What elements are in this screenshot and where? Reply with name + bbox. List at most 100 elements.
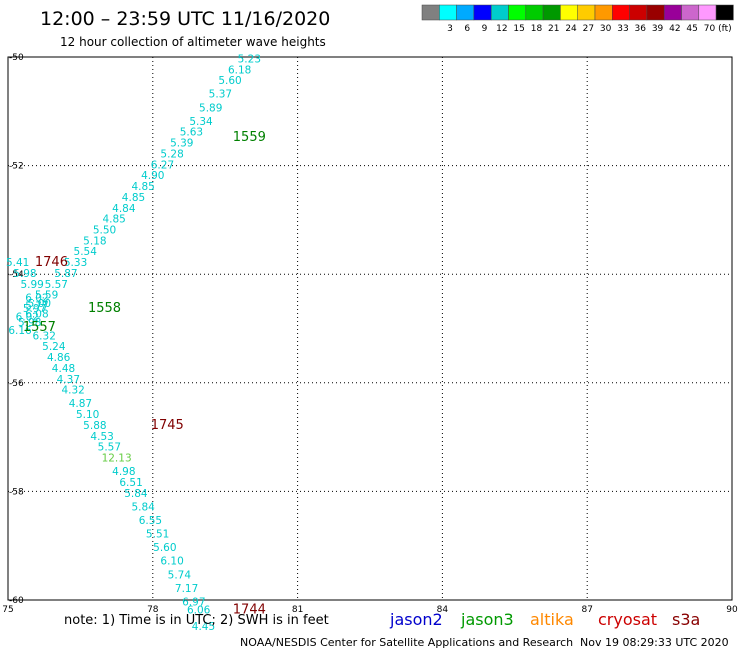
wave-height-label: 6.08 (25, 309, 48, 321)
colorbar-swatch (577, 4, 596, 21)
mission-label-cryosat: cryosat (598, 610, 657, 629)
wave-height-label: 5.84 (131, 501, 155, 513)
y-tick-label: -58 (9, 487, 24, 497)
wave-height-label: 6.97 (182, 596, 205, 608)
wave-height-label: 5.60 (153, 542, 176, 554)
mission-label-s3a: s3a (672, 610, 700, 629)
wave-height-label: 5.57 (45, 279, 68, 291)
colorbar-label: 42 (669, 24, 680, 34)
colorbar-swatch (663, 4, 682, 21)
wave-height-label: 6.06 (187, 605, 211, 617)
colorbar-swatch (525, 4, 544, 21)
colorbar: 3 6 9 12 15 18 21 24 27 30 33 36 39 42 45 70 (ft) (421, 4, 734, 34)
colorbar-swatch (681, 4, 700, 21)
wave-height-label: 5.99 (20, 279, 43, 291)
wave-height-label: 5.24 (42, 341, 66, 353)
wave-height-label: 5.88 (83, 420, 106, 432)
colorbar-label: 12 (496, 24, 507, 34)
x-tick-label: 87 (581, 605, 592, 615)
y-tick-label: -52 (9, 162, 24, 172)
wave-height-label: 4.85 (122, 192, 145, 204)
wave-height-label: 6.27 (151, 159, 174, 171)
wave-height-label: 5.60 (218, 75, 241, 87)
wave-height-label: 5.98 (13, 268, 36, 280)
wave-height-label: 5.84 (124, 488, 148, 500)
colorbar-label: 9 (482, 24, 488, 34)
colorbar-label: 15 (513, 24, 524, 34)
y-tick-label: -54 (9, 270, 24, 280)
colorbar-label: 6 (464, 24, 470, 34)
wave-height-label: 4.85 (102, 214, 125, 226)
colorbar-label: 33 (617, 24, 628, 34)
wave-height-label: 5.50 (93, 224, 116, 236)
wave-height-label: 4.32 (61, 385, 84, 397)
wave-height-label: 5.23 (238, 53, 261, 65)
colorbar-label: 36 (635, 24, 647, 34)
wave-height-label: 5.34 (189, 116, 213, 128)
footer-timestamp: Nov 19 08:29:33 UTC 2020 (580, 636, 729, 649)
wave-height-label: 6.02 (16, 311, 39, 323)
wave-height-label: 5.18 (83, 235, 106, 247)
colorbar-label: 18 (531, 24, 543, 34)
wave-height-label: 5.39 (170, 138, 193, 150)
x-tick-label: 81 (292, 605, 303, 615)
y-tick-label: -56 (9, 379, 24, 389)
mission-label-jason3: jason3 (460, 610, 514, 629)
wave-height-label: 5.98 (18, 317, 41, 329)
wave-height-label: 6.18 (228, 64, 251, 76)
chart-subtitle: 12 hour collection of altimeter wave hei… (60, 35, 326, 49)
colorbar-swatch (560, 4, 578, 21)
wave-height-label: 5.87 (54, 268, 77, 280)
wave-height-label: 4.90 (141, 170, 164, 182)
wave-height-label: 7.17 (175, 583, 198, 595)
wave-height-label: 5.74 (168, 569, 192, 581)
pass-time-annotation: 1744 (233, 603, 266, 618)
wave-height-label: 5.63 (180, 127, 203, 139)
colorbar-swatch (594, 4, 613, 21)
colorbar-swatch (439, 4, 457, 21)
mission-label-altika: altika (530, 610, 574, 629)
colorbar-swatch (612, 4, 630, 21)
wave-height-label: 5.28 (160, 148, 183, 160)
plot-frame (7, 56, 733, 601)
colorbar-swatch (508, 4, 527, 21)
colorbar-swatch (473, 4, 492, 21)
wave-height-label: 5.77 (25, 300, 48, 312)
wave-height-label: 4.53 (90, 431, 113, 443)
colorbar-label: 3 (447, 24, 453, 34)
colorbar-unit: (ft) (718, 24, 732, 34)
y-tick-label: -60 (9, 596, 24, 606)
wave-height-label: 4.85 (131, 181, 154, 193)
pass-time-annotation: 1558 (88, 301, 121, 316)
colorbar-label: 24 (565, 24, 577, 34)
wave-height-label: 5.57 (98, 442, 121, 454)
wave-height-label: 5.37 (209, 89, 232, 101)
x-tick-label: 75 (2, 605, 13, 615)
wave-height-label: 12.13 (102, 453, 132, 465)
pass-time-annotation: 1745 (151, 418, 184, 433)
pass-time-annotation: 1746 (35, 255, 68, 270)
colorbar-label: 30 (600, 24, 612, 34)
mission-label-jason2: jason2 (389, 610, 443, 629)
wave-height-label: 5.54 (74, 246, 98, 258)
pass-time-annotation: 1557 (23, 320, 56, 335)
colorbar-swatch (542, 4, 561, 21)
colorbar-label: 39 (652, 24, 664, 34)
colorbar-swatch (715, 4, 734, 21)
colorbar-label: 70 (704, 24, 716, 34)
wave-height-label: 5.00 (28, 298, 51, 310)
colorbar-swatch (646, 4, 665, 21)
wave-height-label: 5.41 (6, 257, 29, 269)
wave-height-label: 5.89 (199, 102, 222, 114)
wave-height-label: 4.98 (112, 466, 135, 478)
colorbar-label: 45 (686, 24, 697, 34)
wave-height-label: 4.87 (69, 398, 92, 410)
chart-title: 12:00 – 23:59 UTC 11/16/2020 (40, 8, 330, 30)
colorbar-swatch (698, 4, 717, 21)
plot-area: 75 78 81 84 87 90-50-52-54-56-58-605.236.185.… (2, 53, 738, 633)
colorbar-swatch (456, 4, 475, 21)
footer: note: 1) Time is in UTC; 2) SWH is in fe… (64, 610, 729, 649)
wave-height-label: 5.33 (64, 257, 87, 269)
wave-height-label: 6.55 (139, 515, 162, 527)
